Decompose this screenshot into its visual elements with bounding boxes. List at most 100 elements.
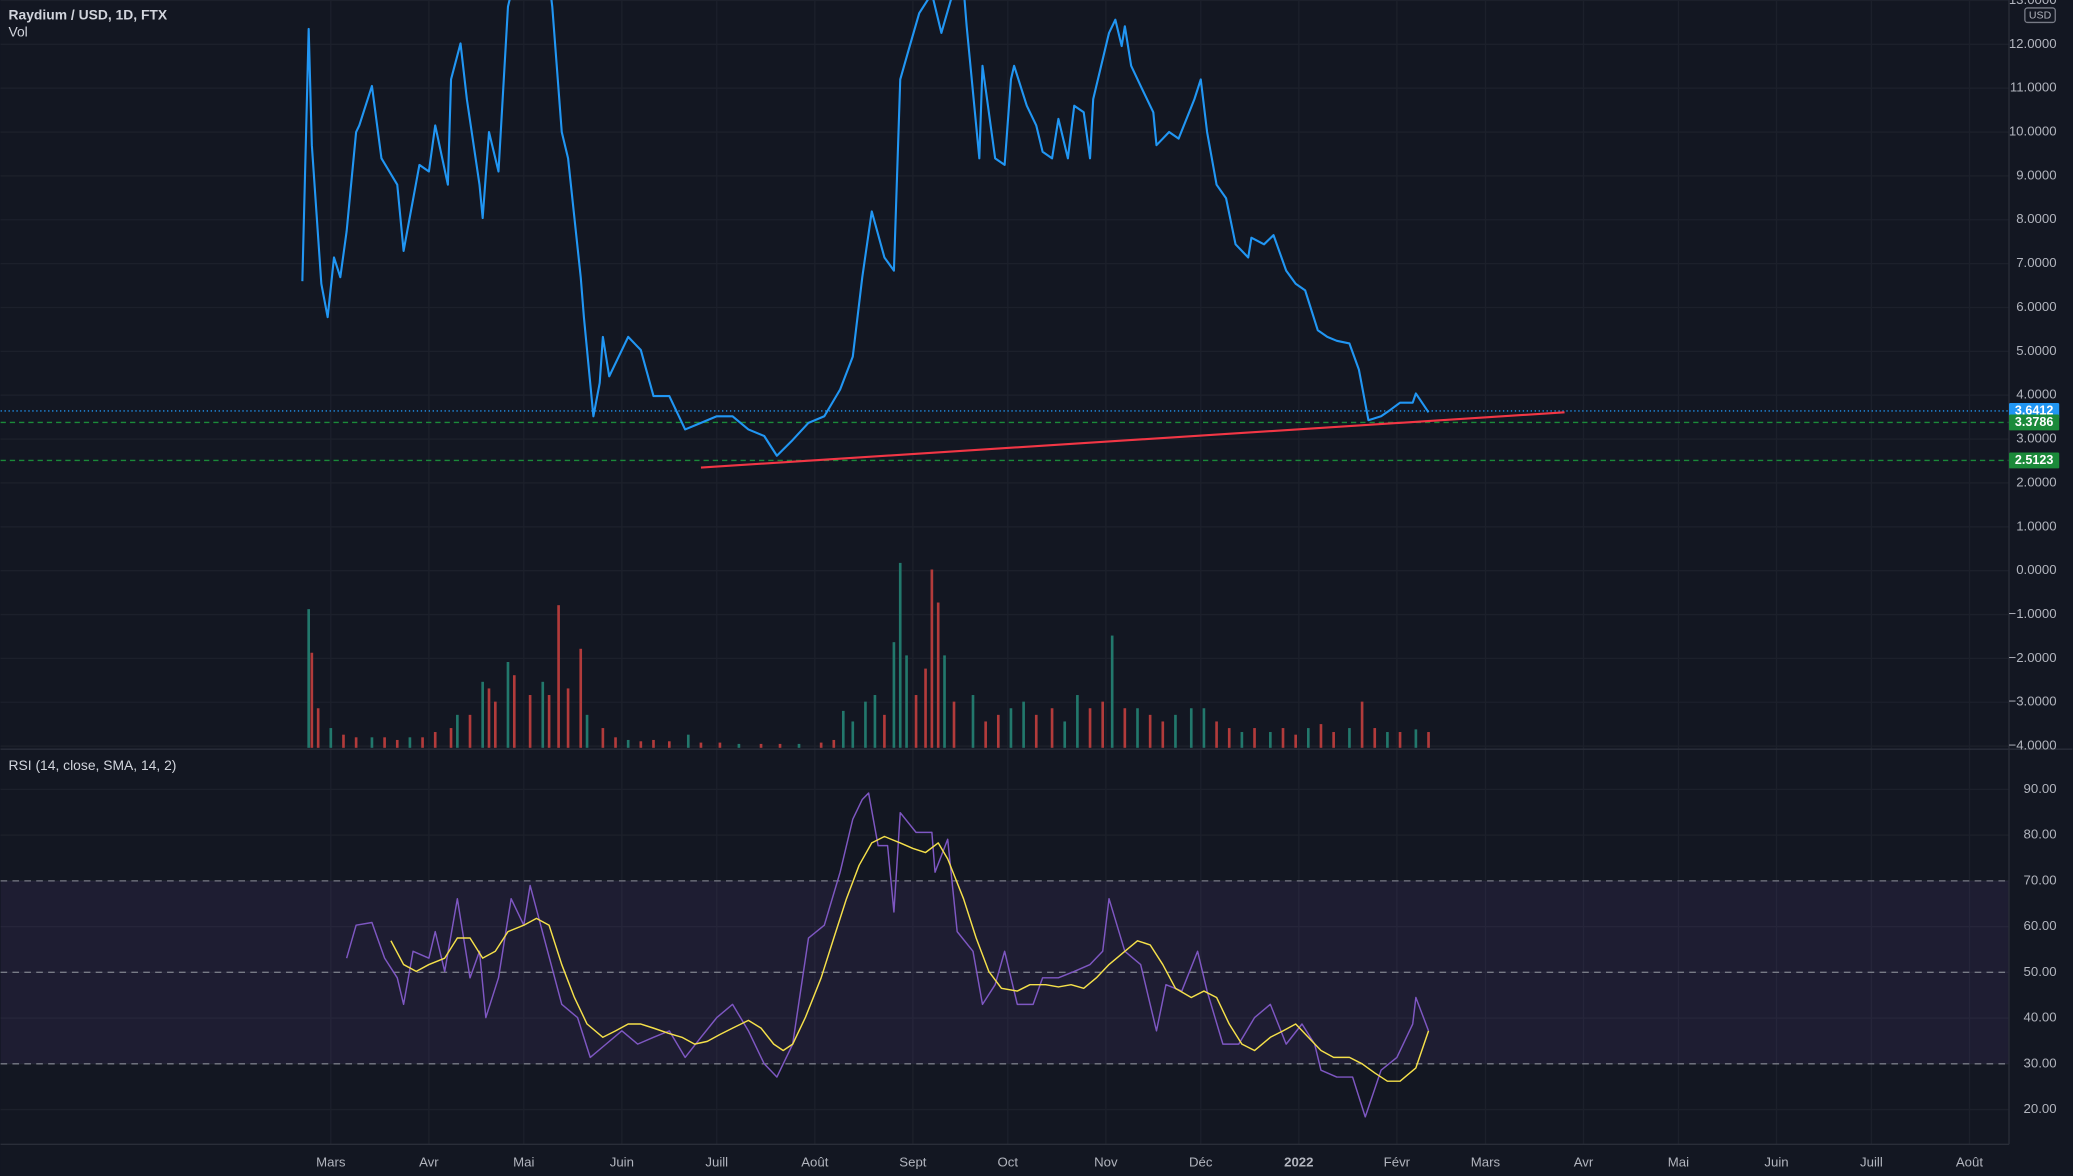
volume-bar bbox=[1294, 734, 1297, 748]
volume-bar bbox=[614, 737, 617, 748]
volume-bar bbox=[737, 743, 741, 748]
y-tick-label: 2.0000 bbox=[2016, 474, 2056, 489]
volume-bar bbox=[566, 688, 570, 748]
volume-bar bbox=[342, 734, 345, 748]
x-tick-label: Avr bbox=[419, 1154, 439, 1169]
volume-bar bbox=[936, 602, 940, 748]
series-line bbox=[301, 0, 1430, 457]
x-tick-label: Avr bbox=[1574, 1154, 1594, 1169]
volume-bar bbox=[421, 737, 424, 748]
x-tick-label: Déc bbox=[1189, 1154, 1213, 1169]
price-pane bbox=[0, 0, 2010, 748]
volume-bar bbox=[892, 642, 896, 748]
volume-bar bbox=[1253, 728, 1256, 748]
x-tick-label: Mai bbox=[1668, 1154, 1689, 1169]
volume-bar bbox=[354, 737, 358, 748]
trendline bbox=[700, 411, 1565, 469]
x-tick-label: Nov bbox=[1094, 1154, 1118, 1169]
y-tick-label: −4.0000 bbox=[2008, 738, 2056, 753]
x-tick-label: Mars bbox=[316, 1154, 346, 1169]
volume-bar bbox=[883, 714, 886, 748]
x-tick-label: Juin bbox=[1764, 1154, 1788, 1169]
x-tick-label: Août bbox=[1956, 1154, 1983, 1169]
x-tick-label: Sept bbox=[899, 1154, 926, 1169]
price-level-label: 3.3786 bbox=[2015, 415, 2053, 429]
volume-bar bbox=[686, 734, 690, 748]
volume-bar bbox=[898, 562, 902, 748]
unit-box bbox=[2024, 7, 2056, 24]
volume-label: Vol bbox=[8, 24, 27, 40]
volume-bar bbox=[1281, 728, 1285, 748]
volume-bar bbox=[851, 721, 855, 748]
x-tick-label: Mai bbox=[513, 1154, 534, 1169]
y-tick-label: 80.00 bbox=[2024, 827, 2057, 842]
volume-bar bbox=[1076, 695, 1079, 748]
volume-bar bbox=[481, 681, 484, 748]
y-tick-label: 10.0000 bbox=[2009, 124, 2057, 139]
y-tick-label: 60.00 bbox=[2024, 918, 2057, 933]
volume-bar bbox=[1269, 732, 1272, 748]
volume-bar bbox=[1088, 708, 1092, 748]
volume-bar bbox=[626, 739, 630, 748]
volume-bar bbox=[1386, 732, 1389, 748]
volume-bar bbox=[1123, 708, 1127, 748]
grid bbox=[0, 0, 2010, 1145]
volume-bar bbox=[585, 714, 589, 748]
volume-bar bbox=[943, 655, 946, 748]
y-tick-label: 12.0000 bbox=[2009, 36, 2057, 51]
volume-bar bbox=[541, 681, 545, 748]
volume-bar bbox=[528, 695, 532, 748]
volume-bar bbox=[1373, 728, 1377, 748]
volume-bar bbox=[310, 652, 314, 748]
series-line bbox=[345, 792, 1430, 1118]
y-tick-label: 7.0000 bbox=[2016, 255, 2056, 270]
volume-bar bbox=[1189, 708, 1193, 748]
volume-bar bbox=[1034, 714, 1038, 748]
volume-bar bbox=[699, 742, 703, 748]
unit-label: USD bbox=[2029, 10, 2052, 22]
volume-bar bbox=[718, 742, 722, 748]
volume-bar bbox=[1332, 732, 1335, 748]
y-tick-label: 50.00 bbox=[2024, 964, 2057, 979]
volume-bar bbox=[433, 732, 437, 748]
volume-bar bbox=[408, 737, 412, 748]
volume-bar bbox=[383, 737, 386, 748]
rsi-pane bbox=[0, 792, 2010, 1118]
price-level-box bbox=[2009, 452, 2060, 469]
y-tick-label: −2.0000 bbox=[2008, 650, 2056, 665]
volume-bar bbox=[1136, 708, 1139, 748]
volume-bar bbox=[1398, 732, 1402, 748]
volume-bar bbox=[971, 695, 975, 748]
volume-bar bbox=[395, 739, 399, 748]
volume-bar bbox=[841, 710, 845, 748]
y-tick-label: 20.00 bbox=[2024, 1101, 2057, 1116]
y-tick-label: 8.0000 bbox=[2016, 211, 2056, 226]
y-tick-label: 11.0000 bbox=[2010, 80, 2057, 95]
volume-bar bbox=[601, 728, 605, 748]
volume-bar bbox=[759, 743, 763, 748]
price-level-label: 3.6412 bbox=[2015, 403, 2053, 417]
volume-bar bbox=[652, 739, 655, 748]
volume-bar bbox=[1348, 728, 1351, 748]
y-tick-label: 70.00 bbox=[2024, 872, 2057, 887]
volume-bar bbox=[924, 668, 927, 748]
x-tick-label: Oct bbox=[998, 1154, 1019, 1169]
y-tick-label: 4.0000 bbox=[2016, 387, 2056, 402]
x-tick-label: Juill bbox=[705, 1154, 728, 1169]
y-tick-label: −3.0000 bbox=[2008, 694, 2056, 709]
series-line bbox=[390, 835, 1430, 1082]
volume-bar bbox=[984, 721, 987, 748]
volume-bar bbox=[1009, 708, 1013, 748]
volume-bar bbox=[667, 741, 671, 748]
volume-bar bbox=[778, 743, 782, 748]
volume-bar bbox=[1319, 724, 1323, 748]
volume-bar bbox=[1360, 701, 1364, 748]
volume-bar bbox=[1063, 721, 1067, 748]
volume-bar bbox=[797, 743, 801, 748]
price-level-label: 2.5123 bbox=[2015, 453, 2053, 467]
rsi-title: RSI (14, close, SMA, 14, 2) bbox=[8, 757, 176, 773]
volume-bar bbox=[1148, 714, 1152, 748]
